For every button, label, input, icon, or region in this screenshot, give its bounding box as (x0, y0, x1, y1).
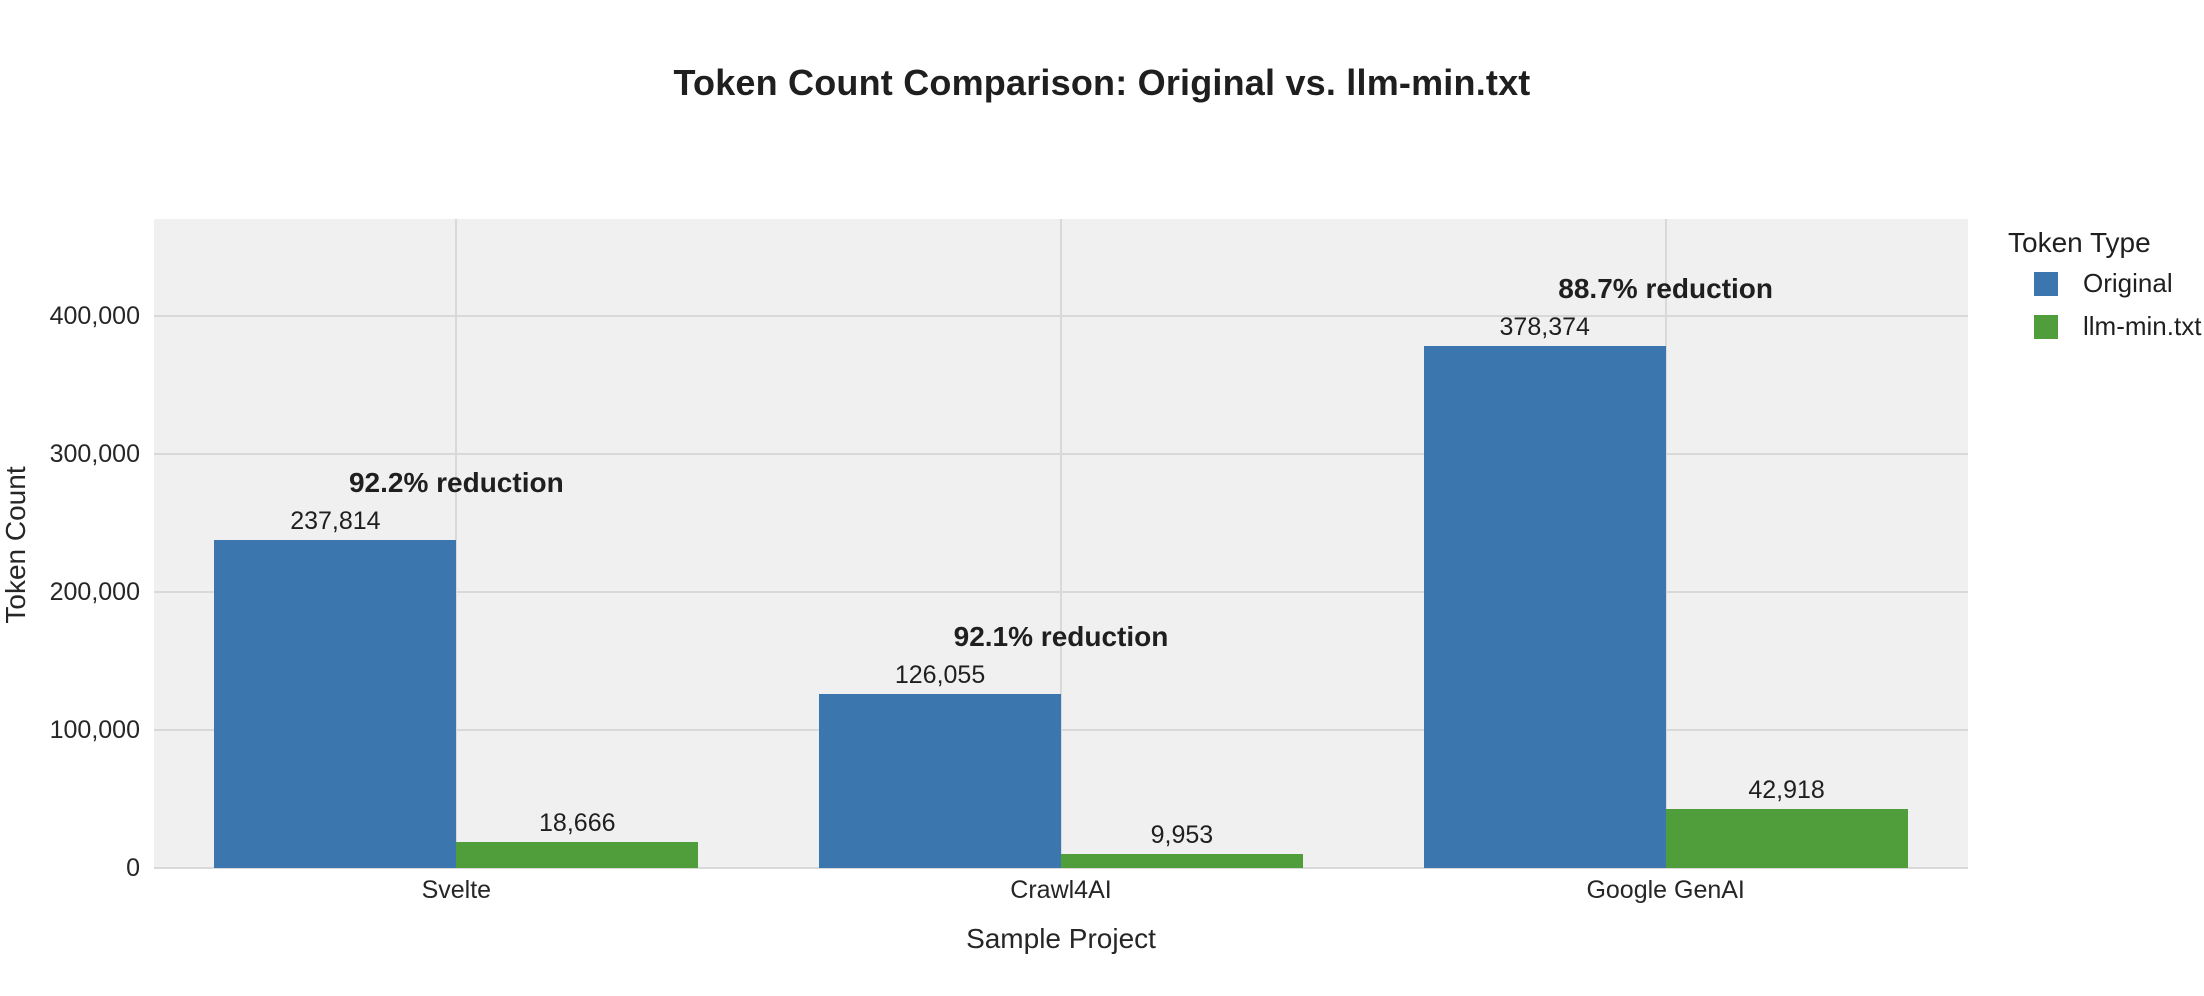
bar-original (819, 693, 1061, 868)
bar-original (1423, 345, 1666, 868)
x-tick-label: Crawl4AI (1010, 876, 1112, 904)
reduction-annotation: 92.1% reduction (953, 620, 1169, 652)
bar-llm-min-txt (1061, 854, 1303, 868)
y-tick-label: 300,000 (49, 439, 140, 468)
bar-original (214, 539, 457, 868)
legend-item: llm-min.txt (1992, 305, 2204, 348)
legend-title: Token Type (2008, 227, 2151, 258)
legend-item: Original (1992, 262, 2204, 305)
bar-llm-min-txt (456, 842, 699, 868)
y-tick-label: 100,000 (49, 715, 140, 744)
gridline-vertical (455, 219, 458, 868)
gridline-horizontal (154, 867, 1968, 869)
bar-llm-min-txt (1665, 808, 1908, 868)
gridline-vertical (1060, 219, 1062, 868)
y-tick-label: 400,000 (49, 301, 140, 330)
legend-item-label: Original (2083, 268, 2173, 298)
gridline-vertical (1664, 219, 1667, 868)
x-tick-label: Svelte (421, 876, 492, 904)
y-tick-label: 200,000 (49, 577, 140, 606)
reduction-annotation: 88.7% reduction (1558, 272, 1774, 304)
legend-swatch (2034, 271, 2058, 296)
bar-value-label: 9,953 (1150, 821, 1214, 850)
reduction-annotation: 92.2% reduction (348, 466, 564, 498)
plot-area: 237,814 126,055 378,374 18,666 9,953 42,918 92… (154, 219, 1968, 869)
x-tick-label: Google GenAI (1586, 876, 1745, 904)
legend: Token Type Original llm-min.txt (1992, 224, 2204, 348)
x-axis-title: Sample Project (966, 923, 1156, 954)
legend-items: Original llm-min.txt (1992, 262, 2204, 348)
chart-title: Token Count Comparison: Original vs. llm… (673, 62, 1531, 103)
bar-value-label: 378,374 (1499, 312, 1590, 341)
bar-value-label: 18,666 (539, 809, 616, 838)
bar-value-label: 237,814 (290, 506, 381, 535)
legend-item-label: llm-min.txt (2083, 311, 2202, 341)
y-tick-label: 0 (126, 854, 140, 882)
bar-value-label: 42,918 (1748, 775, 1825, 804)
bar-value-label: 126,055 (894, 660, 986, 689)
legend-swatch (2034, 314, 2058, 339)
